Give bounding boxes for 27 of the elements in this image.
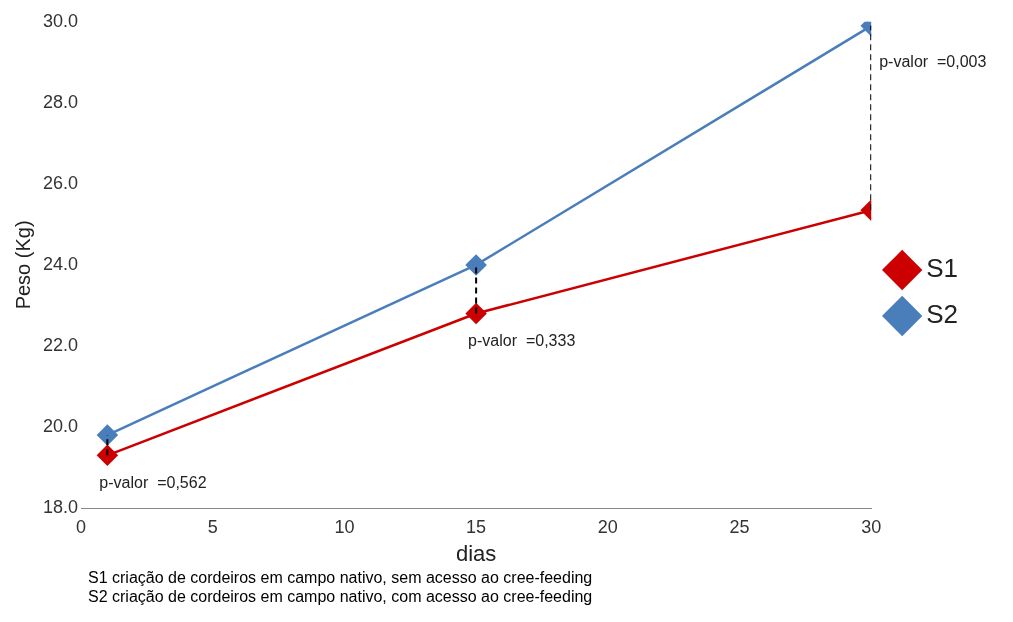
y-tick-label: 18.0	[42, 496, 79, 517]
y-tick-label: 30.0	[42, 10, 79, 31]
x-tick-label: 30	[861, 516, 882, 537]
legend-label: S2	[926, 299, 959, 330]
x-axis-title: dias	[455, 540, 497, 566]
x-tick-label: 5	[207, 516, 218, 537]
y-tick-label: 20.0	[42, 415, 79, 436]
annotation: p-valor =0,333	[468, 331, 576, 349]
x-tick-label: 0	[76, 516, 87, 537]
y-tick-label: 28.0	[42, 91, 79, 112]
text: S2 criação de cordeiros em campo nativo, com acesso ao cree-feeding	[88, 587, 594, 606]
x-tick-label: 10	[334, 516, 355, 537]
y-tick-label: 22.0	[42, 334, 79, 355]
text: p-valor =0,003	[879, 53, 987, 71]
point	[97, 445, 118, 466]
y-axis-title: Peso (Kg)	[11, 220, 34, 310]
x-tick-label: 20	[597, 516, 618, 537]
x-tick-label: 15	[466, 516, 487, 537]
y-tick-label: 24.0	[42, 253, 79, 274]
point	[465, 303, 487, 324]
y-tick-label: 26.0	[42, 172, 79, 193]
legend-label: S1	[926, 253, 959, 284]
annotation: p-valor =0,562	[99, 473, 207, 491]
x-tick-label: 25	[729, 516, 750, 537]
text: S1 criação de cordeiros em campo nativo, sem acesso ao cree-feeding	[88, 568, 594, 587]
point	[97, 424, 118, 446]
point	[465, 254, 487, 276]
